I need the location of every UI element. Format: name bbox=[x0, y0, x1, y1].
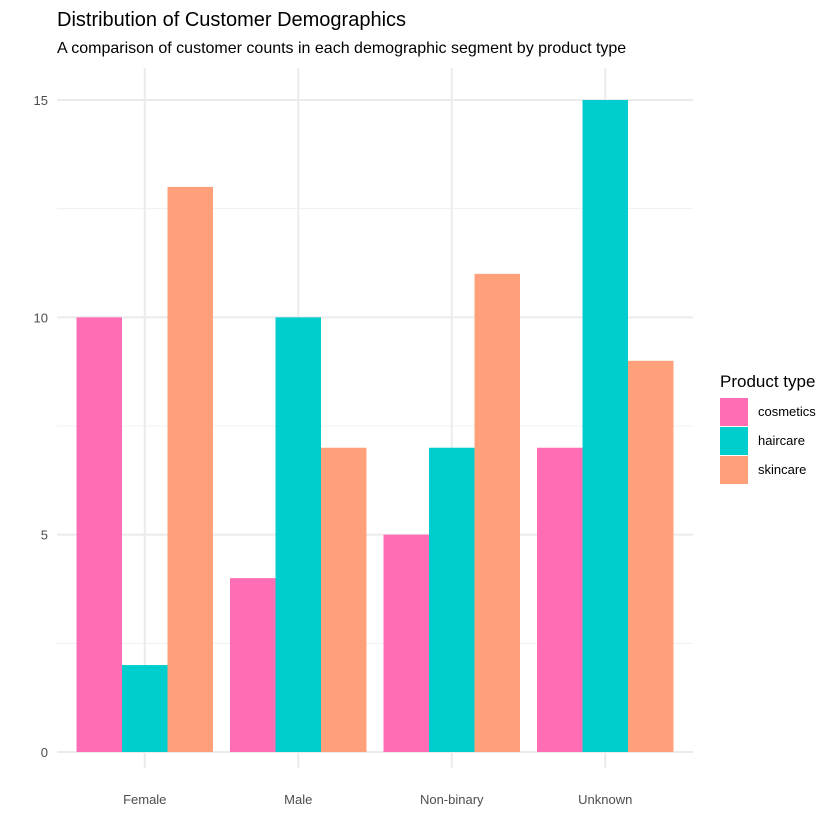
bar-cosmetics-unknown bbox=[537, 447, 583, 752]
legend-label-skincare: skincare bbox=[758, 462, 806, 477]
bar-skincare-non-binary bbox=[474, 273, 520, 752]
legend-swatch-haircare bbox=[720, 427, 748, 455]
bars bbox=[76, 100, 674, 752]
y-tick-label: 10 bbox=[34, 310, 48, 325]
legend-swatch-cosmetics bbox=[720, 398, 748, 426]
y-tick-label: 5 bbox=[41, 528, 48, 543]
bar-haircare-male bbox=[275, 317, 321, 752]
axis-ticks: 0 5 10 15 Female Male Non-binary Unknown bbox=[34, 93, 633, 807]
y-tick-label: 0 bbox=[41, 745, 48, 760]
legend: Product type cosmetics haircare skincare bbox=[720, 372, 816, 484]
x-tick-label: Unknown bbox=[578, 792, 632, 807]
x-tick-label: Male bbox=[284, 792, 312, 807]
bar-haircare-unknown bbox=[582, 100, 628, 752]
bar-skincare-unknown bbox=[628, 360, 674, 752]
legend-label-cosmetics: cosmetics bbox=[758, 404, 816, 419]
bar-cosmetics-non-binary bbox=[383, 534, 429, 752]
bar-haircare-female bbox=[122, 665, 168, 752]
bar-cosmetics-female bbox=[76, 317, 122, 752]
bar-skincare-female bbox=[167, 186, 213, 752]
x-tick-label: Non-binary bbox=[420, 792, 484, 807]
chart-subtitle: A comparison of customer counts in each … bbox=[57, 40, 626, 57]
legend-title: Product type bbox=[720, 372, 815, 391]
bar-skincare-male bbox=[321, 447, 367, 752]
y-tick-label: 15 bbox=[34, 93, 48, 108]
bar-cosmetics-male bbox=[230, 578, 276, 752]
legend-swatch-skincare bbox=[720, 456, 748, 484]
x-tick-label: Female bbox=[123, 792, 166, 807]
legend-label-haircare: haircare bbox=[758, 433, 805, 448]
bar-haircare-non-binary bbox=[429, 447, 475, 752]
chart-title: Distribution of Customer Demographics bbox=[57, 9, 406, 31]
